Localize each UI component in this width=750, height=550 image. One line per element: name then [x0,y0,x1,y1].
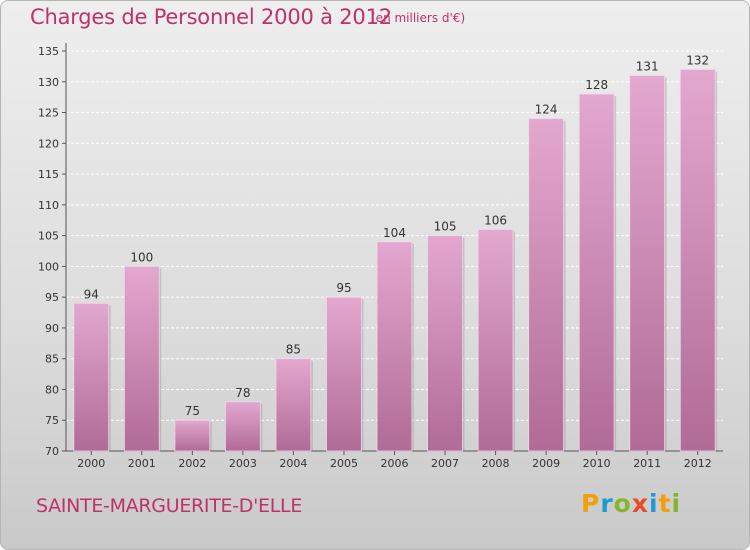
y-tick-label: 95 [45,291,59,304]
bar [174,419,211,452]
bar [528,118,564,452]
y-tick-label: 125 [38,107,59,120]
y-tick-label: 80 [45,383,59,396]
bar [477,229,514,452]
data-label: 132 [686,53,709,67]
x-tick-label: 2001 [128,457,156,470]
y-tick-label: 130 [38,76,59,89]
y-tick-label: 85 [45,353,59,366]
logo-letter: t [658,489,672,518]
data-label: 128 [585,78,608,92]
logo-letter: i [671,489,682,518]
y-tick-label: 70 [45,445,59,458]
bar [629,75,666,452]
x-tick-label: 2007 [431,457,459,470]
bar [123,265,160,452]
y-tick-label: 110 [38,199,59,212]
data-label: 75 [185,404,200,418]
x-tick-label: 2011 [633,457,661,470]
data-label: 104 [383,226,406,240]
data-label: 106 [484,213,507,227]
data-label: 78 [235,386,250,400]
data-label: 105 [434,220,457,234]
data-label: 95 [336,281,351,295]
y-tick-label: 135 [38,45,59,58]
x-tick-label: 2004 [279,457,307,470]
bar [326,296,362,452]
x-tick-label: 2000 [77,457,105,470]
x-tick-label: 2012 [684,457,712,470]
y-tick-label: 105 [38,230,59,243]
x-tick-label: 2010 [583,457,611,470]
bar [225,401,261,452]
data-label: 131 [636,60,659,74]
logo-letter: x [631,489,649,518]
data-label: 124 [535,103,558,117]
x-tick-label: 2006 [381,457,409,470]
y-tick-label: 115 [38,168,59,181]
proxiti-logo: Proxiti [581,489,681,518]
bar [679,69,716,452]
data-label: 94 [84,287,99,301]
logo-letter: r [600,489,614,518]
bar [578,93,615,452]
y-tick-label: 100 [38,260,59,273]
y-tick-label: 90 [45,322,59,335]
logo-letter: P [581,489,601,518]
data-label: 100 [130,250,153,264]
x-tick-label: 2009 [532,457,560,470]
x-tick-label: 2002 [178,457,206,470]
x-tick-label: 2005 [330,457,358,470]
data-label: 85 [286,343,301,357]
x-tick-label: 2008 [482,457,510,470]
bar [376,241,413,452]
logo-letter: o [613,489,632,518]
chart-title: Charges de Personnel 2000 à 2012 [30,5,392,29]
logo-letter: i [649,489,659,518]
commune-name: SAINTE-MARGUERITE-D'ELLE [36,495,303,517]
bar [73,302,110,452]
bar [275,358,312,452]
y-tick-label: 75 [45,414,59,427]
chart-subtitle: (en milliers d'€) [371,11,466,25]
y-tick-label: 120 [38,137,59,150]
bar [427,235,463,452]
x-tick-label: 2003 [229,457,257,470]
